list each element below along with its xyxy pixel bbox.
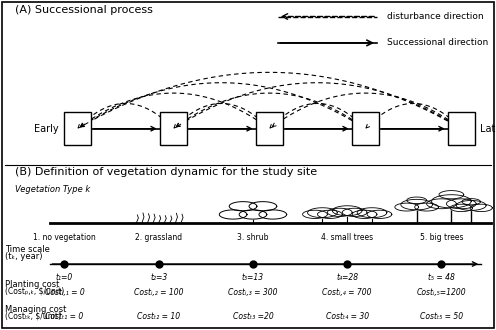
Polygon shape: [303, 210, 327, 218]
Text: 5. big trees: 5. big trees: [420, 233, 463, 242]
Polygon shape: [439, 191, 464, 199]
Polygon shape: [239, 210, 267, 219]
Text: Costᵢ,₂ = 100: Costᵢ,₂ = 100: [134, 287, 184, 297]
Bar: [448, 112, 475, 145]
Text: Managing cost: Managing cost: [5, 305, 66, 314]
Polygon shape: [450, 204, 472, 212]
Text: Costₜ₂ = 10: Costₜ₂ = 10: [137, 312, 180, 321]
Polygon shape: [327, 208, 352, 216]
Text: Planting cost: Planting cost: [5, 280, 60, 289]
Text: Costₜ₄ = 30: Costₜ₄ = 30: [326, 312, 369, 321]
Text: (A) Successional process: (A) Successional process: [15, 5, 153, 15]
Text: Costₜ₁ = 0: Costₜ₁ = 0: [45, 312, 84, 321]
Polygon shape: [462, 199, 481, 205]
Text: Costᵢ,₅=1200: Costᵢ,₅=1200: [417, 287, 466, 297]
Text: (tₖ, year): (tₖ, year): [5, 252, 43, 261]
Text: Costₜ₅ = 50: Costₜ₅ = 50: [420, 312, 463, 321]
Text: Costₜ₃ =20: Costₜ₃ =20: [233, 312, 273, 321]
Text: t₄=28: t₄=28: [336, 273, 358, 282]
Polygon shape: [427, 199, 456, 209]
Text: 1. no vegetation: 1. no vegetation: [33, 233, 96, 242]
Polygon shape: [259, 210, 287, 219]
Bar: [64, 112, 91, 145]
Bar: [160, 112, 187, 145]
Bar: [352, 112, 379, 145]
Text: Time scale: Time scale: [5, 245, 50, 254]
Polygon shape: [407, 197, 427, 204]
Polygon shape: [249, 202, 277, 211]
Polygon shape: [446, 199, 476, 209]
Text: Early: Early: [34, 124, 59, 134]
Text: Late: Late: [480, 124, 496, 134]
Text: 3. shrub: 3. shrub: [237, 233, 269, 242]
Polygon shape: [415, 203, 438, 211]
Text: t₃=13: t₃=13: [242, 273, 264, 282]
Text: (B) Definition of vegetation dynamic for the study site: (B) Definition of vegetation dynamic for…: [15, 167, 317, 177]
Text: t₅ = 48: t₅ = 48: [428, 273, 455, 282]
Text: t₁=0: t₁=0: [56, 273, 73, 282]
Text: Successional direction: Successional direction: [387, 38, 488, 48]
Text: t₂=3: t₂=3: [150, 273, 167, 282]
Text: (Costₚ,ₖ, $/unit): (Costₚ,ₖ, $/unit): [5, 286, 64, 295]
Text: disturbance direction: disturbance direction: [387, 12, 484, 21]
Bar: [256, 112, 283, 145]
Polygon shape: [456, 201, 486, 210]
Text: (Costₜₖ, $/unit): (Costₜₖ, $/unit): [5, 311, 61, 320]
Polygon shape: [219, 210, 247, 219]
Polygon shape: [317, 210, 342, 218]
Polygon shape: [367, 210, 392, 218]
Polygon shape: [308, 208, 337, 217]
Text: Vegetation Type k: Vegetation Type k: [15, 185, 90, 194]
Polygon shape: [332, 206, 362, 215]
Polygon shape: [357, 208, 387, 217]
Polygon shape: [401, 199, 433, 210]
Text: 4. small trees: 4. small trees: [321, 233, 373, 242]
Text: Costᵢ,₁ = 0: Costᵢ,₁ = 0: [45, 287, 84, 297]
Polygon shape: [470, 204, 492, 212]
Polygon shape: [432, 195, 471, 208]
Polygon shape: [395, 203, 419, 211]
Text: Costᵢ,₄ = 700: Costᵢ,₄ = 700: [322, 287, 372, 297]
Text: Costᵢ,₃ = 300: Costᵢ,₃ = 300: [228, 287, 278, 297]
Polygon shape: [352, 210, 377, 218]
Text: 2. grassland: 2. grassland: [135, 233, 183, 242]
Polygon shape: [229, 202, 257, 211]
Polygon shape: [342, 208, 367, 216]
